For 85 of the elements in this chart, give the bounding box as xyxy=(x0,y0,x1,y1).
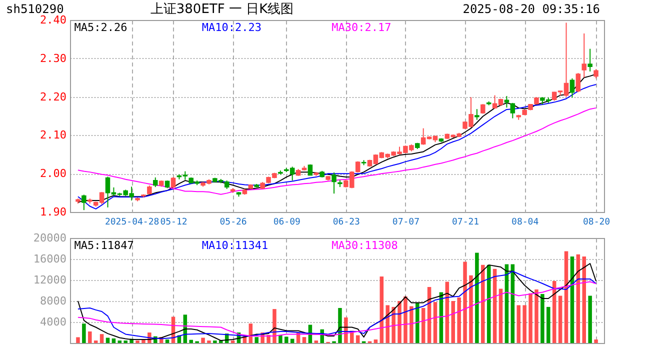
y-tick-label: 12000 xyxy=(33,274,66,286)
y-tick-label: 2.00 xyxy=(40,167,66,180)
candlestick xyxy=(332,172,336,194)
bar xyxy=(88,331,92,343)
candlestick xyxy=(153,176,158,188)
bar xyxy=(463,262,467,343)
bar xyxy=(528,293,532,343)
bar xyxy=(374,339,378,343)
bar xyxy=(492,268,497,343)
bar xyxy=(498,288,503,343)
x-tick-label: 2025-04-28 xyxy=(104,218,160,228)
bar xyxy=(534,289,538,343)
bar xyxy=(398,301,402,343)
bar xyxy=(516,305,520,343)
bar xyxy=(451,301,455,343)
x-tick-label: 08-20 xyxy=(582,218,610,228)
bar xyxy=(469,275,473,343)
text: MA30:2.17 xyxy=(332,21,392,34)
y-tick-label: 2.20 xyxy=(40,90,66,104)
line-series xyxy=(77,107,597,195)
bar xyxy=(546,306,550,343)
candlestick xyxy=(588,48,592,72)
y-tick-label: 2.10 xyxy=(40,128,66,142)
bar xyxy=(165,339,170,343)
bar xyxy=(100,334,104,343)
bar xyxy=(201,338,205,343)
bar xyxy=(112,338,116,343)
chart-title: 上证380ETF 一 日K线图 xyxy=(150,2,294,17)
x-tick-label: 07-07 xyxy=(392,218,420,228)
bar xyxy=(284,336,288,343)
bar xyxy=(386,305,390,343)
text: MA10:11341 xyxy=(202,239,268,252)
y-tick-label: 2.40 xyxy=(40,14,66,26)
x-tick-label: 05-26 xyxy=(220,218,247,228)
bar xyxy=(76,337,80,343)
y-tick-label: 2.30 xyxy=(40,52,66,65)
y-tick-label: 20000 xyxy=(33,232,66,244)
text: MA5:2.26 xyxy=(74,21,128,34)
bar xyxy=(540,294,544,343)
bar xyxy=(189,340,193,343)
y-tick-label: 8000 xyxy=(40,294,66,308)
bar xyxy=(82,324,86,343)
x-tick-label: 06-09 xyxy=(273,218,300,228)
candlestick xyxy=(82,194,86,211)
text: MA5:11847 xyxy=(74,239,134,252)
bar xyxy=(594,339,598,343)
candlestick xyxy=(594,68,598,79)
x-tick-label: 06-23 xyxy=(332,218,360,228)
bar xyxy=(564,251,568,343)
bar xyxy=(475,252,479,343)
bar xyxy=(421,308,426,343)
candlestick xyxy=(170,176,176,189)
candlestick xyxy=(474,108,480,120)
y-tick-label: 16000 xyxy=(33,252,66,266)
bar xyxy=(278,334,282,343)
bar xyxy=(481,264,485,343)
bar xyxy=(410,306,414,343)
bar xyxy=(392,306,396,343)
candlestick xyxy=(570,78,575,98)
line-series xyxy=(77,281,597,337)
bar xyxy=(380,276,384,343)
text: MA10:2.23 xyxy=(202,21,262,34)
bar xyxy=(588,296,592,343)
text: sh510290 xyxy=(6,2,64,16)
x-tick-label: 05-12 xyxy=(160,218,188,228)
bar xyxy=(338,308,342,343)
candlestick xyxy=(576,72,581,93)
bar xyxy=(582,256,586,343)
bar xyxy=(302,337,306,343)
bar xyxy=(356,335,360,343)
bar xyxy=(457,297,461,343)
bar xyxy=(416,302,420,343)
x-tick-label: 07-21 xyxy=(452,218,480,228)
candlestick xyxy=(510,102,516,119)
y-tick-label: 1.90 xyxy=(40,206,66,218)
bar xyxy=(433,302,438,343)
candlestick xyxy=(582,32,586,78)
x-tick-label: 08-04 xyxy=(512,218,539,228)
y-tick-label: 4000 xyxy=(40,316,66,328)
text: 2025-08-20 09:35:16 xyxy=(462,2,600,16)
bar xyxy=(558,296,562,343)
bar xyxy=(254,337,258,343)
bar xyxy=(522,305,526,343)
bar xyxy=(404,296,408,343)
text: MA30:11308 xyxy=(332,239,398,252)
